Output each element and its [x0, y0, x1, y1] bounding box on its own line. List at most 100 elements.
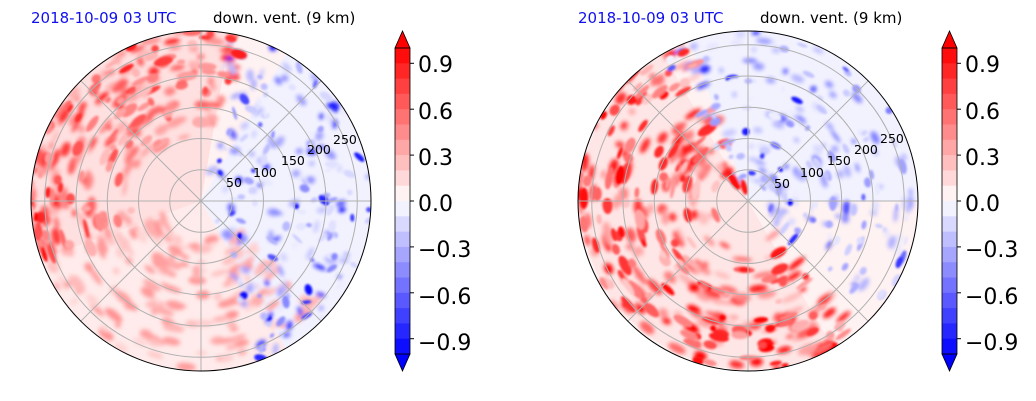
negative-cell: [266, 316, 272, 322]
positive-cell: [192, 319, 214, 327]
positive-cell: [779, 312, 798, 321]
positive-cell: [650, 74, 665, 86]
colorbar-level: [942, 170, 957, 187]
ring-label-100: 100: [253, 165, 277, 180]
positive-cell: [668, 82, 680, 92]
colorbar-level: [942, 323, 957, 340]
positive-cell: [582, 175, 592, 187]
positive-cell: [200, 268, 207, 274]
positive-cell: [81, 205, 91, 212]
positive-cell: [638, 119, 648, 132]
positive-cell: [679, 77, 691, 89]
negative-cell: [337, 165, 342, 173]
polar-grid: [578, 31, 918, 371]
negative-cell: [907, 195, 914, 210]
negative-cell: [239, 133, 249, 142]
negative-cell: [270, 130, 275, 139]
positive-cell: [703, 359, 717, 367]
positive-cell: [109, 143, 117, 151]
positive-cell: [116, 97, 125, 105]
negative-cell: [669, 58, 681, 66]
negative-cell: [331, 105, 339, 113]
negative-cell: [859, 267, 867, 275]
positive-cell: [88, 136, 98, 150]
negative-cell: [721, 129, 737, 137]
positive-cell: [108, 237, 115, 246]
positive-cell: [33, 166, 38, 174]
negative-cell: [343, 169, 356, 178]
negative-cell: [328, 219, 337, 232]
negative-cell: [237, 232, 242, 240]
positive-cell: [104, 96, 112, 103]
negative-cell: [226, 128, 232, 136]
negative-cell: [264, 279, 270, 287]
positive-cell: [94, 214, 104, 232]
positive-cell: [171, 64, 185, 71]
colorbar-level: [942, 338, 957, 355]
negative-cell: [274, 76, 282, 85]
negative-cell: [326, 204, 335, 216]
negative-cell: [778, 167, 783, 173]
colorbar-extend-low: [394, 353, 411, 372]
positive-cell: [617, 226, 625, 238]
variable-label: down. vent. (9 km): [760, 9, 902, 27]
colorbar-level: [942, 139, 957, 156]
negative-cell: [304, 284, 313, 296]
positive-cell: [670, 177, 676, 199]
colorbar-level: [395, 262, 410, 279]
negative-cell: [340, 258, 349, 264]
negative-cell: [725, 143, 732, 152]
positive-cell: [63, 280, 71, 288]
positive-cell: [641, 239, 647, 248]
negative-cell: [338, 206, 346, 213]
positive-cell: [710, 325, 717, 332]
positive-cell: [579, 215, 589, 233]
positive-cell: [787, 271, 802, 281]
negative-cell: [267, 254, 278, 262]
negative-cell: [771, 46, 781, 54]
positive-cell: [775, 298, 783, 304]
positive-cell: [182, 31, 203, 37]
negative-cell: [281, 74, 289, 82]
positive-cell: [243, 304, 257, 312]
negative-cell: [257, 293, 262, 299]
negative-cell: [260, 83, 268, 91]
negative-cell: [810, 217, 817, 223]
negative-cell: [732, 91, 737, 98]
positive-cell: [224, 310, 239, 320]
negative-cell: [263, 112, 269, 118]
positive-cell: [677, 259, 685, 267]
negative-cell: [318, 194, 330, 206]
negative-cell: [299, 184, 310, 193]
ring-label-150: 150: [281, 153, 305, 168]
positive-cell: [758, 341, 767, 349]
field-sector: [689, 31, 918, 201]
angular-gridline: [200, 80, 322, 202]
negative-cell: [841, 262, 849, 271]
colorbar-level: [942, 93, 957, 110]
negative-cell: [295, 61, 303, 74]
positive-cell: [114, 322, 121, 328]
positive-cell: [732, 256, 753, 262]
positive-cell: [86, 293, 100, 308]
positive-cell: [153, 221, 163, 235]
negative-cell: [783, 192, 788, 206]
positive-cell: [53, 175, 62, 185]
positive-cell: [143, 279, 161, 292]
negative-cell: [710, 102, 721, 110]
positive-cell: [188, 60, 196, 70]
positive-cell: [680, 160, 689, 173]
positive-cell: [672, 230, 685, 247]
negative-cell: [825, 122, 834, 131]
positive-cell: [144, 52, 159, 62]
negative-cell: [335, 281, 345, 291]
positive-cell: [628, 258, 637, 268]
negative-cell: [802, 70, 815, 78]
positive-cell: [213, 292, 222, 301]
negative-cell: [229, 62, 236, 76]
positive-cell: [615, 141, 625, 149]
positive-cell: [753, 271, 774, 279]
positive-cell: [178, 72, 197, 81]
positive-cell: [659, 172, 669, 182]
positive-cell: [131, 127, 140, 137]
